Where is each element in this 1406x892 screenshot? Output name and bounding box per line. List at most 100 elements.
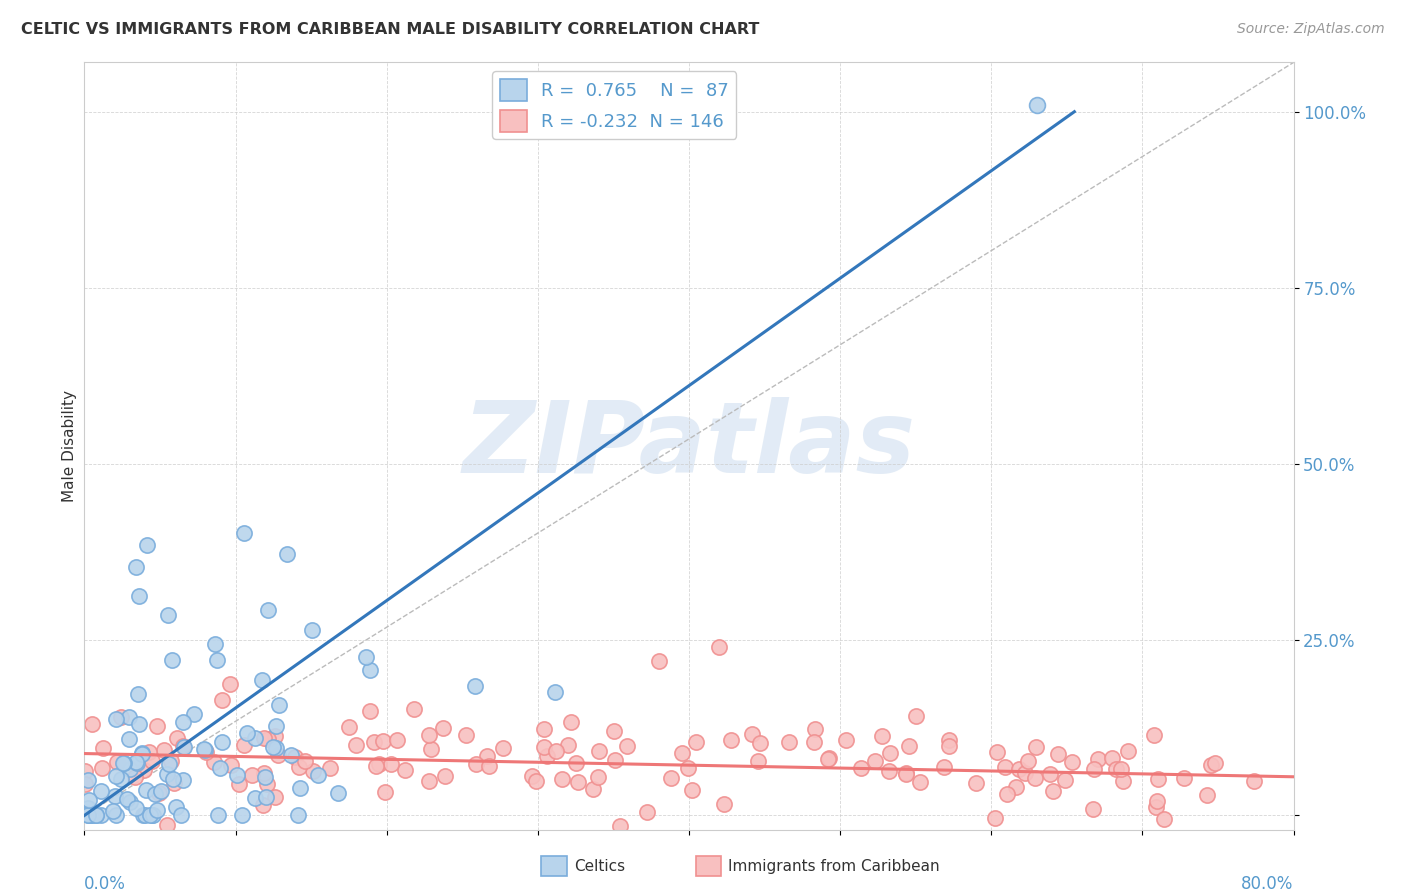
Point — [709, 640, 731, 654]
Point — [75, 777, 97, 791]
Point — [533, 740, 555, 755]
Point — [870, 730, 893, 744]
Point — [173, 740, 195, 755]
Point — [73, 764, 96, 778]
Point — [269, 698, 291, 713]
Point — [165, 800, 187, 814]
Point — [385, 733, 408, 747]
Point — [131, 746, 153, 760]
Point — [76, 808, 98, 822]
Point — [288, 780, 311, 795]
Point — [1146, 794, 1168, 808]
Point — [522, 769, 544, 783]
Text: 0.0%: 0.0% — [84, 875, 127, 892]
Point — [118, 795, 141, 809]
Point — [863, 754, 886, 768]
Point — [226, 768, 249, 782]
Point — [1025, 739, 1047, 754]
Point — [80, 717, 103, 731]
Point — [465, 756, 488, 771]
Point — [84, 808, 107, 822]
Point — [163, 776, 186, 790]
Point — [894, 767, 917, 781]
Point — [588, 744, 610, 758]
Point — [603, 754, 626, 768]
Point — [713, 797, 735, 811]
Point — [142, 808, 165, 822]
Point — [567, 775, 589, 789]
Point — [118, 710, 141, 724]
Point — [139, 808, 162, 822]
Point — [364, 759, 387, 773]
Point — [359, 664, 381, 678]
Point — [1101, 751, 1123, 765]
Point — [1081, 802, 1104, 816]
Point — [183, 706, 205, 721]
Point — [373, 734, 395, 748]
Point — [256, 777, 278, 791]
Point — [1243, 773, 1265, 788]
Point — [302, 764, 325, 778]
Point — [104, 712, 127, 726]
Point — [124, 771, 146, 785]
Point — [91, 741, 114, 756]
Point — [90, 761, 112, 775]
Point — [492, 741, 515, 756]
Point — [1116, 744, 1139, 758]
Point — [257, 602, 280, 616]
Point — [209, 762, 232, 776]
Point — [195, 745, 218, 759]
Point — [477, 748, 499, 763]
Point — [104, 789, 127, 803]
Point — [720, 733, 742, 747]
Point — [749, 736, 772, 750]
Point — [1199, 758, 1222, 772]
Point — [560, 715, 582, 730]
Point — [557, 738, 579, 752]
Point — [252, 673, 274, 687]
Point — [160, 653, 183, 667]
Point — [1017, 754, 1039, 768]
Point — [897, 739, 920, 753]
Point — [228, 777, 250, 791]
Point — [254, 790, 277, 805]
Point — [172, 714, 194, 729]
Point — [160, 754, 183, 768]
Point — [804, 722, 827, 736]
Point — [105, 808, 128, 822]
Point — [938, 739, 960, 754]
Point — [681, 783, 703, 797]
Point — [84, 808, 107, 822]
Point — [1060, 756, 1083, 770]
Point — [103, 804, 125, 818]
Point — [232, 738, 254, 752]
Point — [135, 782, 157, 797]
Point — [219, 758, 242, 772]
Point — [143, 787, 166, 801]
Point — [231, 808, 253, 822]
Point — [546, 744, 568, 758]
Point — [648, 654, 671, 668]
Point — [80, 808, 103, 822]
Point — [207, 808, 229, 822]
Point — [1105, 762, 1128, 776]
Point — [402, 702, 425, 716]
Point — [240, 768, 263, 782]
Point — [77, 801, 100, 815]
Point — [356, 650, 378, 665]
Point — [276, 547, 298, 561]
Point — [128, 589, 150, 603]
Point — [294, 754, 316, 768]
Point — [136, 537, 159, 551]
Point — [156, 608, 179, 623]
Point — [543, 685, 565, 699]
Point — [146, 719, 169, 733]
Point — [125, 755, 148, 769]
Point — [263, 729, 285, 743]
Point — [464, 680, 486, 694]
Point — [211, 735, 233, 749]
Point — [433, 769, 456, 783]
Point — [162, 772, 184, 786]
Point — [1143, 727, 1166, 741]
Point — [110, 710, 132, 724]
